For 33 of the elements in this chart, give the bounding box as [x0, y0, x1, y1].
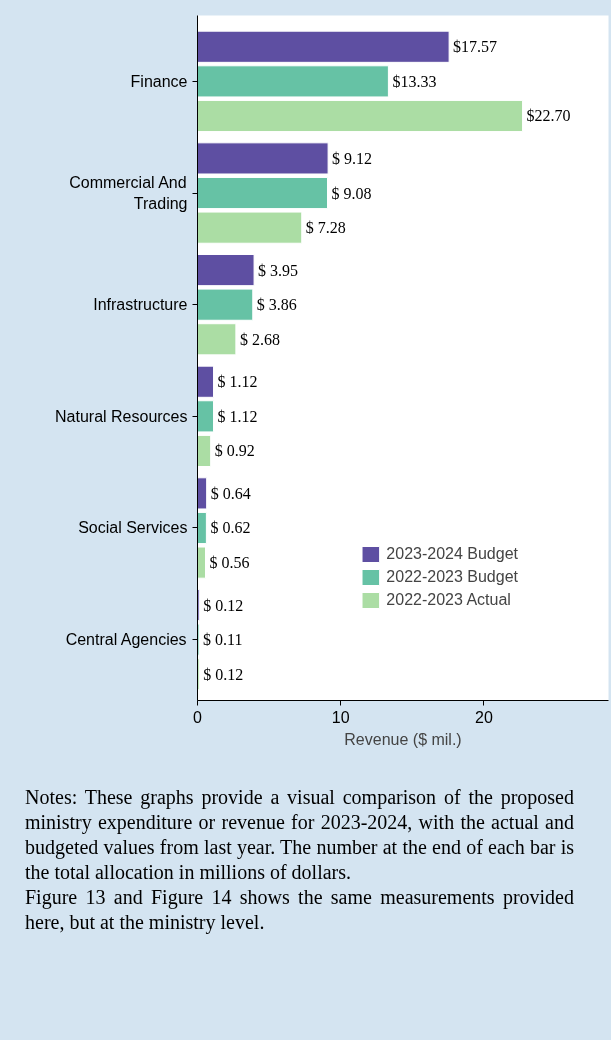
data-label: $22.70 [526, 107, 571, 125]
data-label: $ 3.86 [256, 296, 297, 314]
data-label: $ 7.28 [305, 219, 346, 237]
data-label: $13.33 [392, 72, 437, 90]
data-label: $ 0.56 [209, 554, 250, 572]
data-label: $ 0.12 [203, 665, 244, 683]
data-label: $ 0.62 [210, 519, 251, 537]
data-label: $ 1.12 [217, 373, 258, 391]
data-label: $ 0.11 [203, 631, 243, 649]
data-label: $ 9.12 [332, 149, 373, 167]
data-label: $ 3.95 [258, 261, 299, 279]
data-label: $ 1.12 [217, 407, 258, 425]
data-label: $ 0.64 [210, 484, 251, 502]
legend-label: 2022-2023 Budget [386, 568, 518, 586]
x-axis-title: Revenue ($ mil.) [344, 730, 462, 748]
y-tick-label: Finance [130, 72, 188, 90]
data-label: $17.57 [453, 38, 498, 56]
x-tick-label: 20 [475, 708, 493, 726]
y-tick-label: Social Services [78, 519, 188, 537]
y-tick-label: Commercial And Trading [69, 174, 188, 212]
data-label: $ 2.68 [239, 330, 280, 348]
x-tick-label: 10 [331, 708, 350, 726]
legend-label: 2022-2023 Actual [386, 591, 511, 609]
y-tick-label: Natural Resources [55, 407, 188, 425]
data-label: $ 9.08 [331, 184, 372, 202]
y-tick-label: Infrastructure [93, 296, 188, 314]
legend-label: 2023-2024 Budget [386, 545, 518, 563]
data-label: $ 0.12 [203, 596, 244, 614]
x-tick-label: 0 [193, 708, 203, 726]
y-tick-label: Central Agencies [65, 631, 187, 649]
data-label: $ 0.92 [214, 442, 255, 460]
caption: Figure 13 and Figure 14 shows the same measurements provided here, but at the ministry level. [25, 885, 574, 935]
text: Notes: These graphs provide a visual comparison of the proposed ministry expenditure or revenue for 2023-2024, with the actual and budgeted values from last year. The number at the end of each bar is the total allocation in millions of dollars. [25, 785, 574, 885]
